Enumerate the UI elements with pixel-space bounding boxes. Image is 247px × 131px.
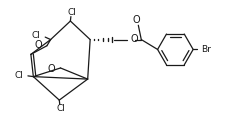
Text: Cl: Cl [14, 71, 23, 80]
Text: O: O [132, 15, 140, 25]
Text: O: O [34, 40, 42, 50]
Text: O: O [130, 34, 138, 44]
Text: Br: Br [201, 45, 211, 54]
Text: Cl: Cl [56, 104, 65, 113]
Text: O: O [48, 64, 56, 74]
Text: Cl: Cl [67, 8, 76, 17]
Text: Cl: Cl [31, 31, 40, 40]
